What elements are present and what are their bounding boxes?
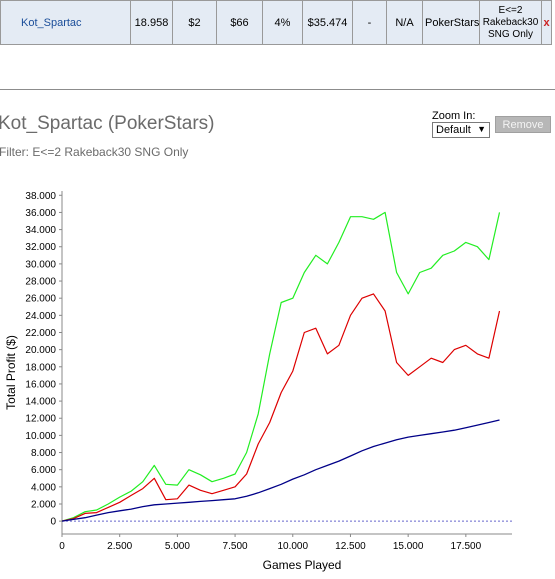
y-tick-label: 14.000: [25, 397, 56, 408]
profit-cell: $66: [216, 0, 263, 45]
x-tick-label: 17.500: [451, 541, 482, 552]
avg-stake-cell: $2: [172, 0, 217, 45]
green-profit-line: [61, 211, 501, 522]
x-tick-label: 12.500: [335, 541, 366, 552]
player-summary-table: Kot_Spartac 18.958 $2 $66 4% $35.474 - N…: [0, 0, 552, 45]
y-tick-label: 36.000: [25, 208, 56, 219]
y-tick-label: 34.000: [25, 225, 56, 236]
y-tick-label: 18.000: [25, 362, 56, 373]
x-tick-label: 7.500: [223, 541, 248, 552]
x-tick-label: 15.000: [393, 541, 424, 552]
y-tick-label: 20.000: [25, 345, 56, 356]
y-tick-label: 0: [50, 517, 56, 528]
site-cell: PokerStars: [422, 0, 480, 45]
y-tick-label: 38.000: [25, 191, 56, 202]
y-tick-label: 2.000: [31, 499, 56, 510]
chevron-down-icon: ▼: [477, 124, 486, 134]
filter-line-3: SNG Only: [487, 28, 533, 40]
zoom-select[interactable]: Default ▼: [432, 122, 490, 138]
y-tick-label: 16.000: [25, 379, 56, 390]
zoom-select-value: Default: [436, 124, 471, 136]
y-tick-label: 32.000: [25, 242, 56, 253]
y-tick-label: 28.000: [25, 277, 56, 288]
remove-row-icon[interactable]: x: [541, 0, 552, 45]
page-title: Kot_Spartac (PokerStars): [0, 113, 215, 134]
filter-line-1: E<=2: [498, 4, 523, 16]
y-tick-label: 10.000: [25, 431, 56, 442]
filter-subtitle: Filter: E<=2 Rakeback30 SNG Only: [0, 145, 189, 159]
profit-chart: 0 2.000 4.000 6.000 8.000 10.000 12.000 14.000 1…: [4, 191, 512, 572]
filter-cell: E<=2 Rakeback30 SNG Only: [479, 0, 542, 45]
red-profit-line: [61, 293, 501, 522]
blue-profit-line: [61, 419, 500, 522]
section-divider: [0, 89, 555, 90]
y-tick-label: 6.000: [31, 465, 56, 476]
dash-cell: -: [352, 0, 387, 45]
x-tick-label: 0: [59, 541, 65, 552]
y-tick-label: 30.000: [25, 259, 56, 270]
y-axis-label: Total Profit ($): [4, 335, 18, 410]
x-tick-label: 10.000: [277, 541, 308, 552]
y-tick-label: 24.000: [25, 311, 56, 322]
y-tick-label: 12.000: [25, 414, 56, 425]
x-axis-label: Games Played: [263, 558, 342, 572]
y-tick-label: 4.000: [31, 482, 56, 493]
x-tick-label: 5.000: [165, 541, 190, 552]
zoom-label: Zoom In:: [432, 110, 476, 122]
roi-cell: 4%: [262, 0, 303, 45]
net-cell: $35.474: [302, 0, 353, 45]
player-name-link[interactable]: Kot_Spartac: [0, 0, 131, 45]
y-tick-label: 22.000: [25, 328, 56, 339]
y-tick-label: 26.000: [25, 294, 56, 305]
filter-line-2: Rakeback30: [482, 16, 539, 28]
na-cell: N/A: [386, 0, 423, 45]
remove-button[interactable]: Remove: [495, 116, 551, 133]
table-row: Kot_Spartac 18.958 $2 $66 4% $35.474 - N…: [0, 0, 552, 45]
games-cell: 18.958: [130, 0, 173, 45]
x-tick-label: 2.500: [107, 541, 132, 552]
y-tick-label: 8.000: [31, 448, 56, 459]
